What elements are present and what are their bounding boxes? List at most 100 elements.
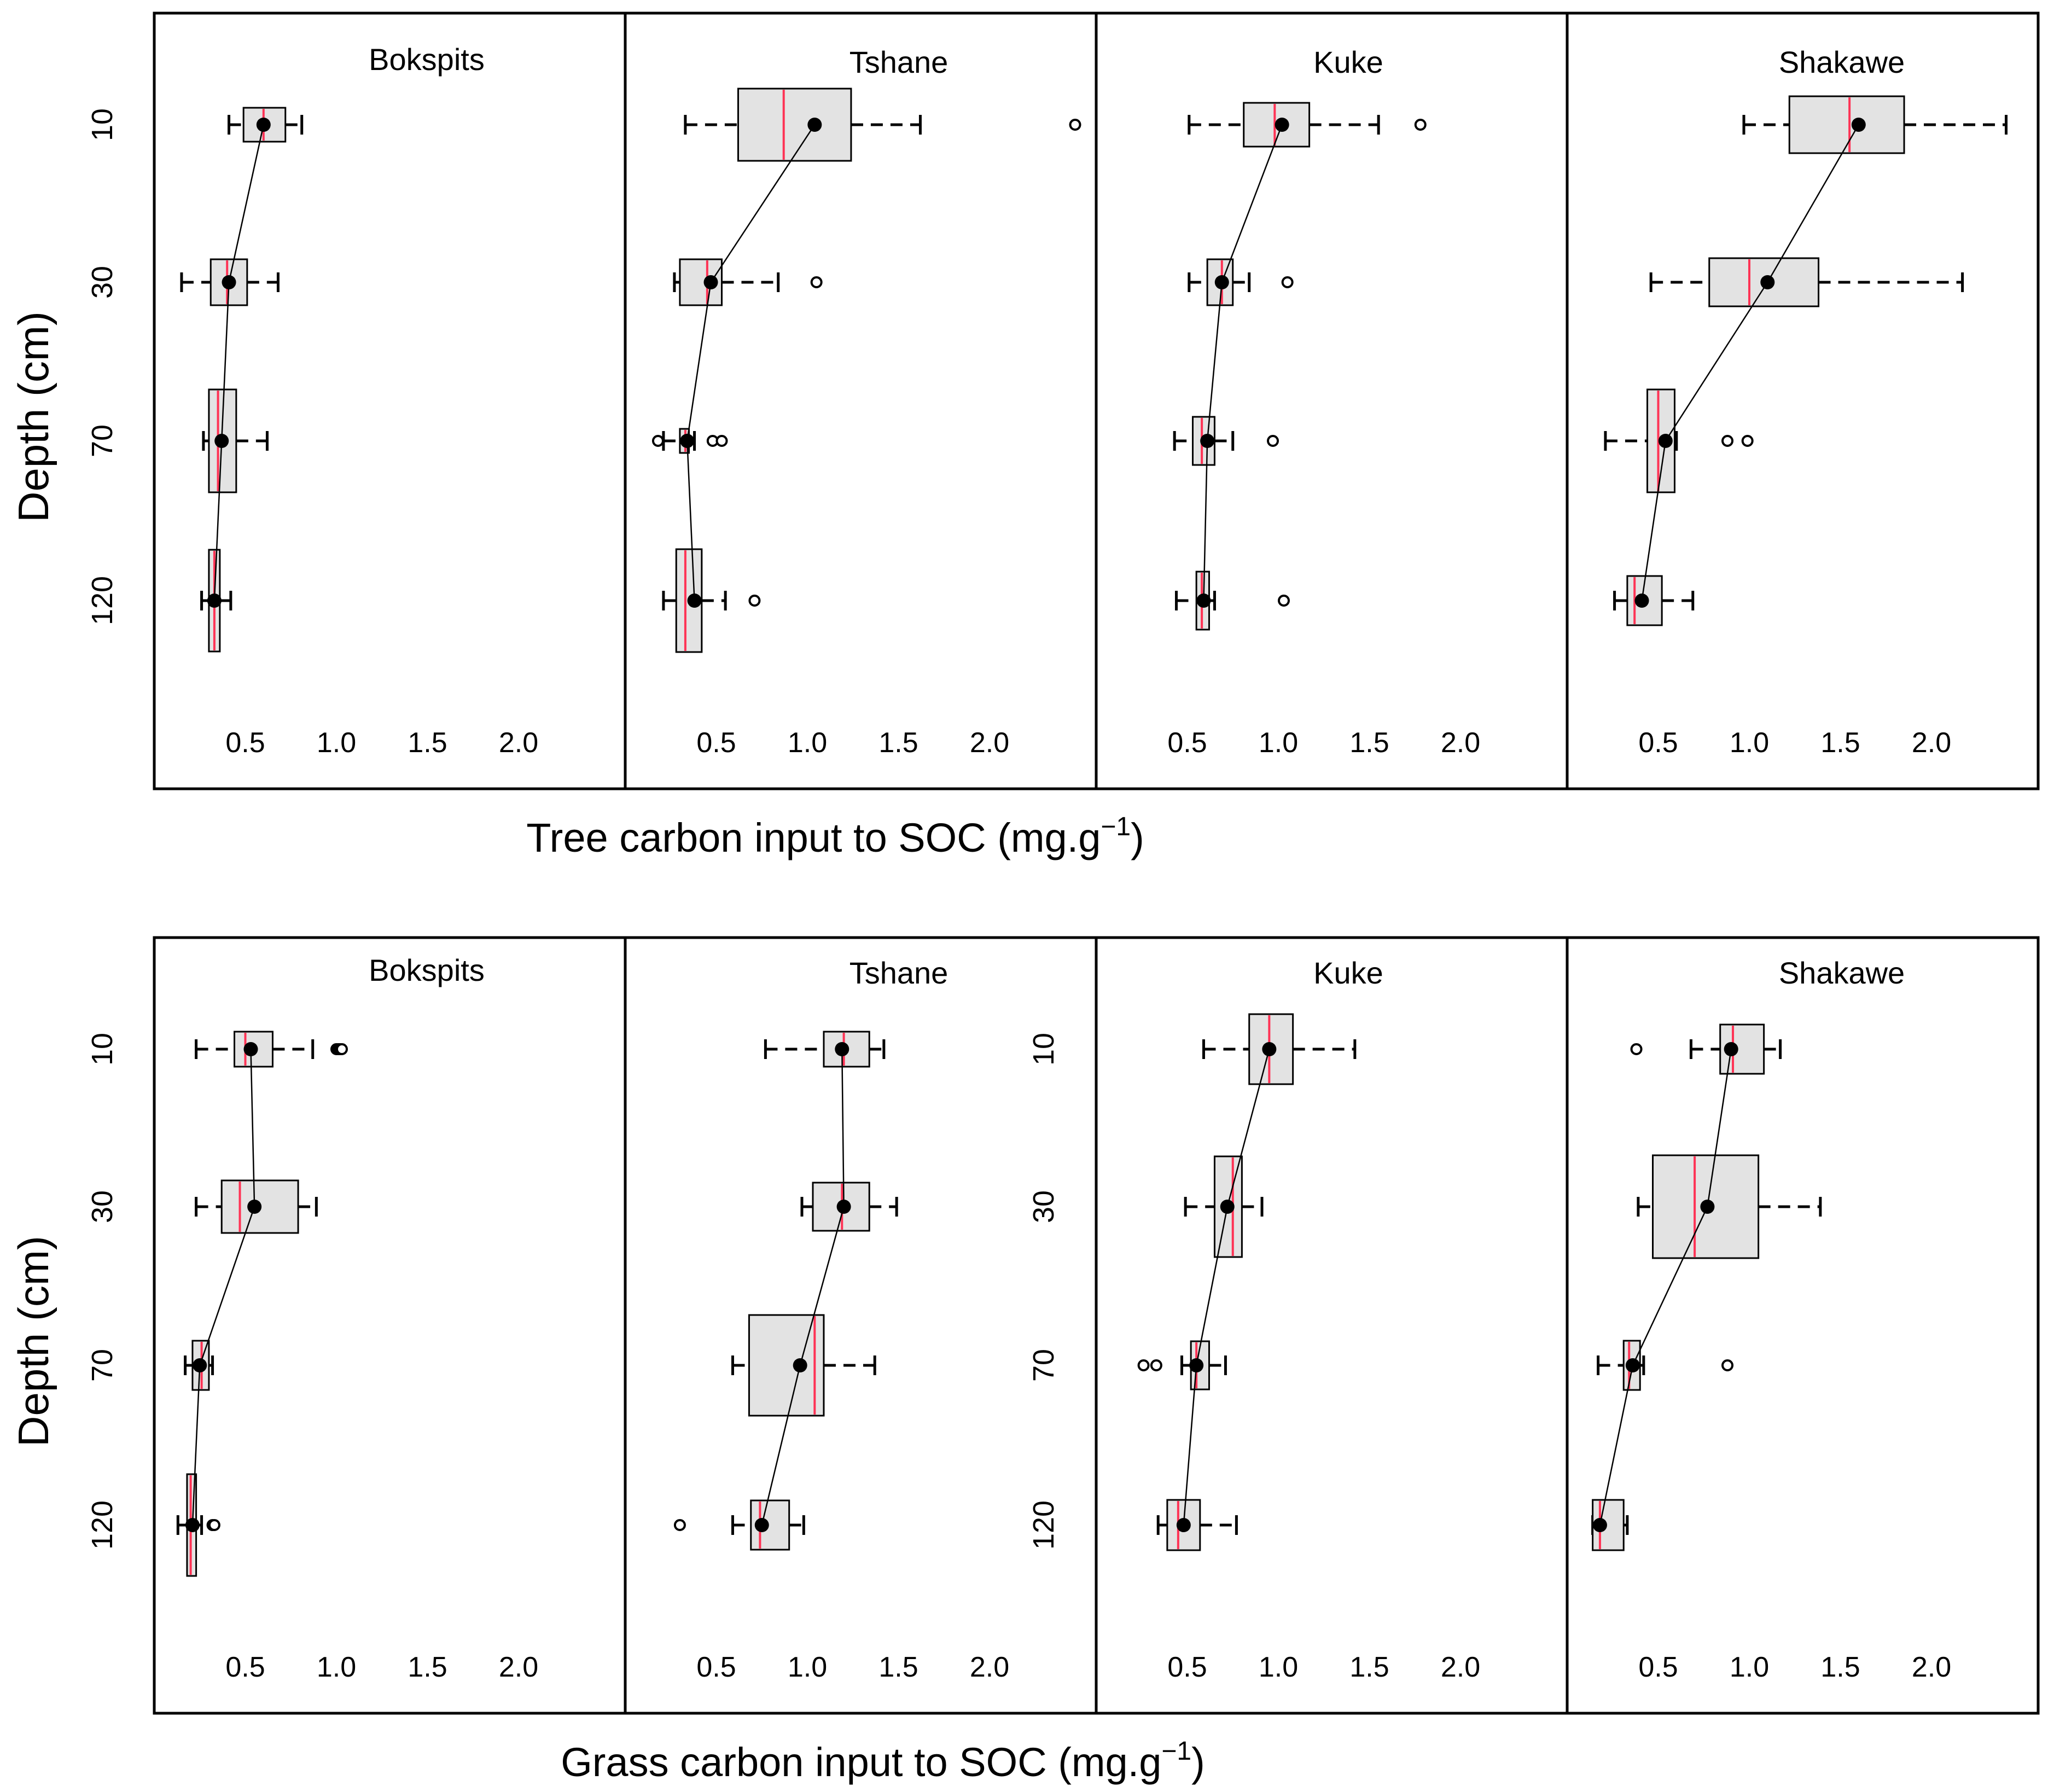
mean-trend-line <box>761 1049 845 1526</box>
outlier-point <box>1281 276 1294 288</box>
iqr-box <box>1788 95 1905 154</box>
mean-point <box>1189 1358 1204 1372</box>
panel-frame <box>1095 11 1569 790</box>
iqr-box <box>737 88 852 162</box>
panel-title: Shakawe <box>1779 45 1905 79</box>
mean-point <box>1851 118 1866 132</box>
boxplot-30cm <box>1649 257 1964 307</box>
x-tick-label: 0.5 <box>696 1651 736 1683</box>
depth-tick-label-30: 30 <box>1027 1190 1060 1223</box>
outlier-point <box>1267 435 1279 447</box>
depth-tick-label-70: 70 <box>86 424 119 457</box>
mean-point <box>807 118 822 132</box>
mean-trend-line <box>686 124 816 601</box>
boxplot-70cm <box>202 388 269 493</box>
x-tick-label: 2.0 <box>970 727 1009 759</box>
boxplot-120cm <box>1156 1499 1238 1551</box>
mean-point <box>1262 1042 1277 1056</box>
mean-point <box>207 594 222 608</box>
x-tick-label: 1.0 <box>788 727 827 759</box>
x-tick-label: 2.0 <box>1441 727 1480 759</box>
x-tick-label: 1.5 <box>1820 1651 1860 1683</box>
mean-point <box>185 1518 200 1532</box>
x-tick-label: 1.5 <box>1349 1651 1389 1683</box>
boxplot-70cm <box>1604 388 1754 493</box>
grass-carbon-figure: Depth (cm) 10 30 70 120 10 30 70 120 Gra… <box>9 936 2040 1785</box>
mean-point <box>680 434 695 448</box>
outlier-point <box>673 1519 686 1531</box>
mean-point <box>1220 1200 1235 1214</box>
mean-point <box>687 594 702 608</box>
boxplot-10cm <box>1742 95 2008 154</box>
outlier-point <box>1721 1359 1734 1371</box>
panel-tree-shakawe: Shakawe 0.5 1.0 1.5 2.0 <box>1566 11 2040 790</box>
mean-point <box>836 1200 851 1214</box>
iqr-box <box>748 1314 825 1417</box>
mean-point <box>703 275 718 289</box>
outlier-point <box>1741 435 1754 447</box>
mean-point <box>193 1358 207 1372</box>
mean-point <box>256 118 271 132</box>
panel-grass-tshane: Tshane 0.5 1.0 1.5 2.0 <box>624 936 1098 1715</box>
x-tick-label: 0.5 <box>1638 1651 1678 1683</box>
x-axis-title: Tree carbon input to SOC (mg.g−1) <box>526 812 1144 860</box>
panel-frame <box>1566 11 2040 790</box>
depth-tick-label-10: 10 <box>1027 1033 1060 1066</box>
mean-point <box>1200 434 1215 448</box>
boxplot-70cm <box>731 1314 876 1417</box>
x-tick-label: 1.5 <box>1349 727 1389 759</box>
mean-trend-line <box>1641 124 1859 601</box>
panel-title: Shakawe <box>1779 956 1905 990</box>
mean-point <box>1275 118 1289 132</box>
outlier-point <box>1137 1359 1150 1371</box>
panel-title: Bokspits <box>369 953 485 987</box>
mean-point <box>1634 594 1649 608</box>
x-tick-label: 0.5 <box>1638 727 1678 759</box>
y-axis-title: Depth (cm) <box>9 1236 57 1447</box>
mean-point <box>1592 1518 1607 1532</box>
boxplot-30cm <box>1637 1154 1822 1259</box>
panel-grass-kuke: Kuke 0.5 1.0 1.5 2.0 <box>1095 936 1569 1715</box>
outlier-point <box>1150 1359 1162 1371</box>
outlier-point <box>1277 595 1290 607</box>
mean-trend-line <box>191 1049 255 1526</box>
mean-point <box>1214 275 1229 289</box>
boxplot-10cm <box>764 1031 886 1068</box>
mean-point <box>754 1518 769 1532</box>
tree-carbon-figure: Depth (cm) 10 30 70 120 Tree carbon inpu… <box>9 11 2040 860</box>
mean-point <box>1760 275 1775 289</box>
panel-title: Bokspits <box>369 42 485 77</box>
boxplot-70cm <box>1137 1340 1227 1390</box>
boxplot-70cm <box>1173 416 1279 466</box>
panel-frame <box>153 936 627 1715</box>
outlier-point <box>1630 1043 1643 1055</box>
x-tick-label: 2.0 <box>1912 1651 1951 1683</box>
x-tick-label: 1.5 <box>1820 727 1860 759</box>
panel-tree-bokspits: Bokspits 0.5 1.0 1.5 2.0 <box>153 11 627 790</box>
depth-tick-label-120: 120 <box>1027 1500 1060 1550</box>
x-tick-label: 1.5 <box>878 727 918 759</box>
mean-point <box>1724 1042 1738 1056</box>
x-tick-label: 1.0 <box>1730 1651 1769 1683</box>
boxplot-10cm <box>1188 102 1427 148</box>
panel-frame <box>1095 936 1569 1715</box>
x-tick-label: 1.5 <box>878 1651 918 1683</box>
boxplot-30cm <box>1188 258 1294 306</box>
outlier-point <box>208 1519 220 1531</box>
outlier-point <box>651 435 664 447</box>
boxplot-120cm <box>1613 575 1695 626</box>
mean-trend-line <box>213 124 265 601</box>
boxplot-30cm <box>673 258 823 306</box>
x-tick-label: 1.0 <box>317 727 356 759</box>
x-tick-label: 0.5 <box>225 727 265 759</box>
outlier-point <box>335 1043 348 1055</box>
depth-tick-labels: 10 30 70 120 <box>86 108 119 625</box>
mean-point <box>214 434 229 448</box>
depth-tick-label-10: 10 <box>86 1033 119 1066</box>
x-tick-label: 1.0 <box>1259 1651 1298 1683</box>
depth-tick-label-70: 70 <box>86 1349 119 1382</box>
mean-point <box>793 1358 807 1372</box>
outlier-point <box>1414 119 1427 131</box>
panel-tree-tshane: Tshane 0.5 1.0 1.5 2.0 <box>624 11 1098 790</box>
